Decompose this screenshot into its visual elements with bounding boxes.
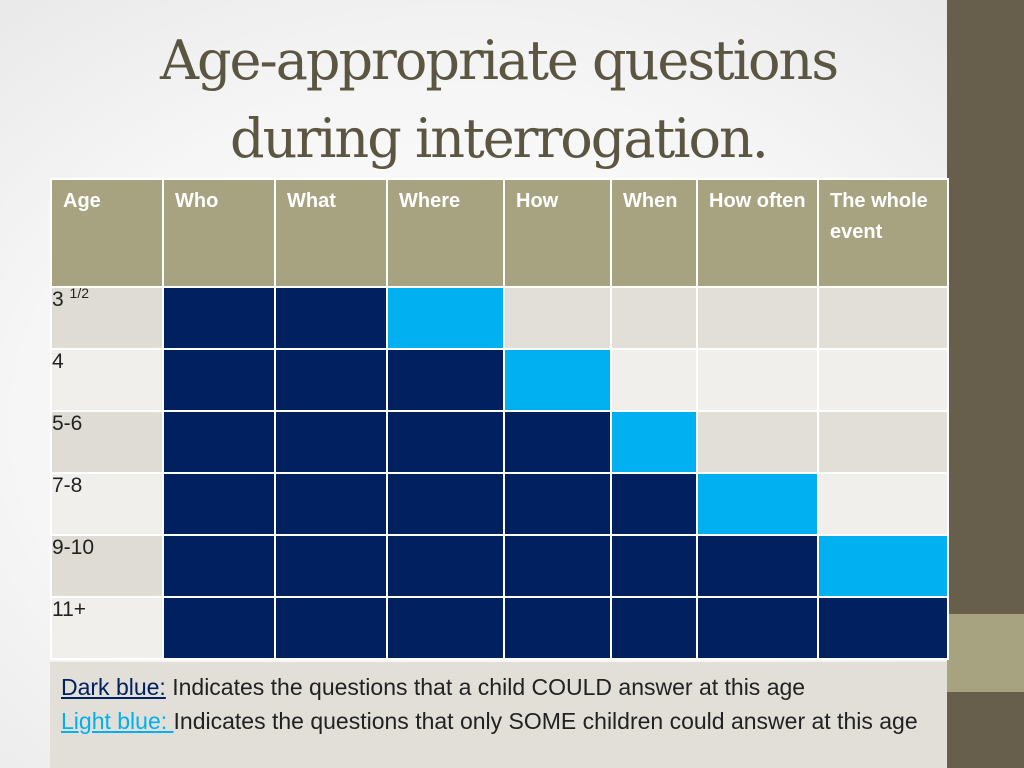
header-who: Who	[162, 178, 276, 288]
header-whole-event: The whole event	[817, 178, 949, 288]
age-label: 5-6	[52, 412, 83, 435]
light-blue-cell	[610, 410, 698, 474]
light-blue-cell	[696, 472, 819, 536]
empty-cell	[696, 410, 819, 474]
dark-blue-cell	[162, 348, 276, 412]
empty-cell	[696, 348, 819, 412]
age-question-table: Age Who What Where How When How often Th…	[50, 178, 949, 660]
dark-blue-cell	[610, 472, 698, 536]
dark-blue-cell	[162, 472, 276, 536]
header-where: Where	[386, 178, 505, 288]
table-row: 9-10	[50, 534, 949, 598]
empty-cell	[817, 410, 949, 474]
empty-cell	[610, 348, 698, 412]
age-label: 4	[52, 350, 64, 373]
dark-blue-cell	[696, 596, 819, 660]
light-blue-cell	[386, 286, 505, 350]
header-age: Age	[50, 178, 164, 288]
age-label: 9-10	[52, 536, 95, 559]
title-line-1: Age-appropriate questions	[159, 29, 839, 92]
dark-blue-cell	[274, 286, 388, 350]
age-fraction: 1/2	[69, 285, 89, 301]
table-row: 11+	[50, 596, 949, 660]
age-cell: 7-8	[50, 472, 164, 536]
age-label: 11+	[52, 598, 87, 621]
header-how-often: How often	[696, 178, 819, 288]
legend-dark-key: Dark blue:	[61, 674, 166, 700]
dark-blue-cell	[610, 534, 698, 598]
dark-blue-cell	[817, 596, 949, 660]
dark-blue-cell	[386, 534, 505, 598]
legend: Dark blue: Indicates the questions that …	[50, 662, 947, 768]
age-cell: 3 1/2	[50, 285, 164, 350]
dark-blue-cell	[274, 472, 388, 536]
dark-blue-cell	[610, 596, 698, 660]
dark-blue-cell	[503, 410, 612, 474]
dark-blue-cell	[162, 286, 276, 350]
dark-blue-cell	[386, 596, 505, 660]
table-row: 3 1/2	[50, 285, 949, 350]
age-cell: 4	[50, 348, 164, 412]
age-cell: 9-10	[50, 534, 164, 598]
table-row: 4	[50, 348, 949, 412]
empty-cell	[610, 286, 698, 350]
light-blue-cell	[817, 534, 949, 598]
dark-blue-cell	[274, 596, 388, 660]
empty-cell	[817, 472, 949, 536]
dark-blue-cell	[274, 348, 388, 412]
empty-cell	[817, 348, 949, 412]
dark-blue-cell	[162, 410, 276, 474]
header-row: Age Who What Where How When How often Th…	[50, 178, 949, 288]
side-accent	[947, 614, 1024, 692]
header-when: When	[610, 178, 698, 288]
dark-blue-cell	[386, 410, 505, 474]
slide-title: Age-appropriate questions during interro…	[50, 22, 947, 178]
legend-dark-text: Indicates the questions that a child COU…	[165, 674, 806, 700]
light-blue-cell	[503, 348, 612, 412]
age-label: 7-8	[52, 474, 83, 497]
title-line-2: during interrogation.	[230, 107, 769, 170]
age-cell: 5-6	[50, 410, 164, 474]
age-cell: 11+	[50, 596, 164, 660]
dark-blue-cell	[386, 348, 505, 412]
header-how: How	[503, 178, 612, 288]
dark-blue-cell	[274, 410, 388, 474]
dark-blue-cell	[162, 534, 276, 598]
legend-light-text: Indicates the questions that only SOME c…	[173, 708, 918, 734]
dark-blue-cell	[162, 596, 276, 660]
dark-blue-cell	[386, 472, 505, 536]
table-row: 7-8	[50, 472, 949, 536]
header-what: What	[274, 178, 388, 288]
legend-light-key: Light blue:	[61, 708, 174, 734]
table-body: 3 1/2 4 5-6 7-8 9-10 11+	[50, 285, 949, 660]
dark-blue-cell	[274, 534, 388, 598]
empty-cell	[817, 286, 949, 350]
empty-cell	[503, 286, 612, 350]
age-label: 3	[52, 288, 64, 311]
table-row: 5-6	[50, 410, 949, 474]
dark-blue-cell	[503, 472, 612, 536]
dark-blue-cell	[503, 596, 612, 660]
empty-cell	[696, 286, 819, 350]
dark-blue-cell	[503, 534, 612, 598]
dark-blue-cell	[696, 534, 819, 598]
